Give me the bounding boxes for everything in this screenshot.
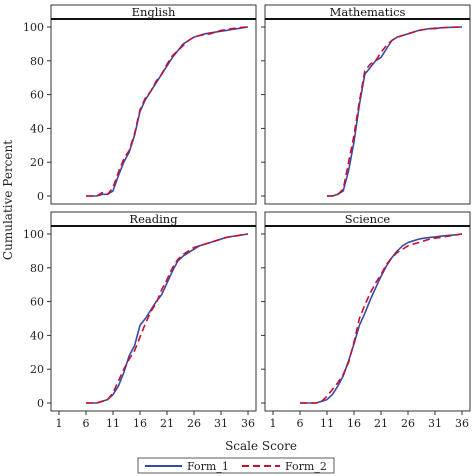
x-tick-label-science-11: 11 — [320, 417, 334, 430]
x-tick-label-science-21: 21 — [374, 417, 388, 430]
x-tick-label-science-36: 36 — [455, 417, 469, 430]
legend-label-form-2: Form_2 — [285, 460, 327, 473]
panel-frame-reading — [50, 211, 257, 412]
y-tick-label-reading-80: 80 — [30, 262, 44, 275]
x-tick-label-reading-6: 6 — [83, 417, 90, 430]
series-line-reading-form-1 — [86, 233, 249, 404]
panel-title-science: Science — [345, 212, 391, 226]
panel-title-reading: Reading — [129, 212, 178, 226]
x-tick-label-reading-1: 1 — [56, 417, 63, 430]
x-tick-label-reading-26: 26 — [187, 417, 201, 430]
y-tick-label-english-40: 40 — [30, 122, 44, 135]
x-tick-label-science-31: 31 — [428, 417, 442, 430]
x-tick-label-science-6: 6 — [297, 417, 304, 430]
y-tick-label-reading-100: 100 — [23, 228, 44, 241]
x-tick-label-science-26: 26 — [401, 417, 415, 430]
x-tick-label-science-16: 16 — [347, 417, 361, 430]
x-axis-label: Scale Score — [225, 439, 297, 453]
panel-title-mathematics: Mathematics — [330, 5, 406, 19]
y-tick-label-english-60: 60 — [30, 89, 44, 102]
y-tick-label-english-0: 0 — [37, 190, 44, 203]
x-tick-label-reading-36: 36 — [241, 417, 255, 430]
y-tick-label-reading-40: 40 — [30, 329, 44, 342]
x-tick-label-reading-31: 31 — [214, 417, 228, 430]
legend-box — [137, 457, 335, 474]
series-line-english-form-2 — [86, 26, 249, 197]
series-line-reading-form-2 — [86, 233, 249, 404]
y-tick-label-reading-60: 60 — [30, 296, 44, 309]
panel-english: English 0 20 40 60 80 100 — [23, 4, 257, 205]
panel-frame-mathematics — [264, 4, 471, 205]
series-line-mathematics-form-2 — [327, 26, 463, 197]
y-tick-label-reading-20: 20 — [30, 363, 44, 376]
x-tick-label-reading-21: 21 — [160, 417, 174, 430]
y-tick-label-english-20: 20 — [30, 156, 44, 169]
series-line-science-form-1 — [300, 233, 463, 404]
panel-frame-science — [264, 211, 471, 412]
panel-mathematics: Mathematics — [261, 4, 471, 205]
panel-title-english: English — [132, 5, 176, 19]
y-tick-label-reading-0: 0 — [37, 397, 44, 410]
x-tick-label-reading-16: 16 — [133, 417, 147, 430]
legend-label-form-1: Form_1 — [187, 460, 229, 473]
x-tick-label-reading-11: 11 — [106, 417, 120, 430]
panel-frame-english — [50, 4, 257, 205]
y-tick-label-english-100: 100 — [23, 21, 44, 34]
series-line-science-form-2 — [300, 233, 463, 404]
y-tick-label-english-80: 80 — [30, 55, 44, 68]
legend: Form_1 Form_2 — [137, 457, 335, 474]
y-axis-label: Cumulative Percent — [1, 140, 15, 260]
series-line-mathematics-form-1 — [327, 26, 463, 197]
x-tick-label-science-1: 1 — [270, 417, 277, 430]
